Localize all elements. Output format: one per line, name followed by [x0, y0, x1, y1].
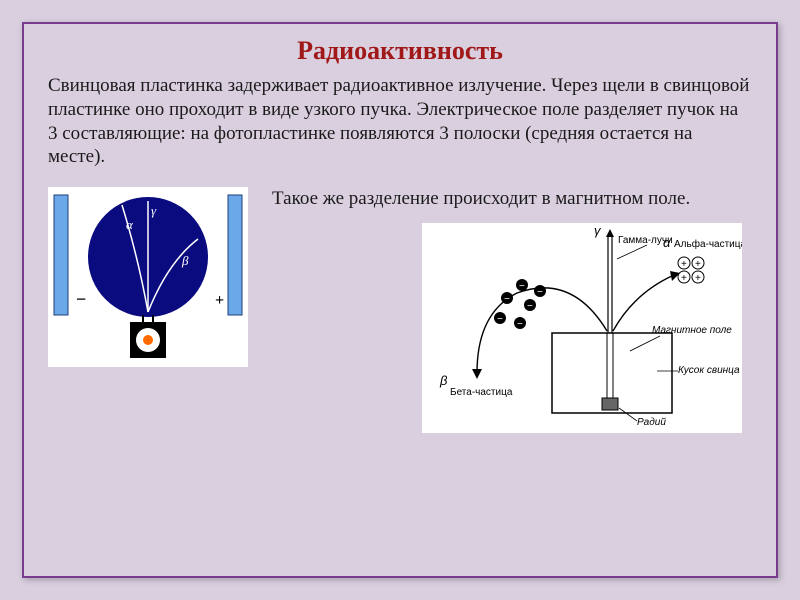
gamma-sym: γ	[594, 223, 602, 238]
right-plate	[228, 195, 242, 315]
radium-leader	[619, 408, 637, 421]
svg-text:−: −	[519, 281, 525, 292]
alpha-text: Альфа-частица	[674, 238, 742, 250]
gamma-label: γ	[151, 203, 157, 218]
beta-arrow	[472, 369, 482, 379]
gamma-arrow	[606, 229, 614, 237]
minus-sign: −	[76, 289, 86, 309]
figure-magnetic-field: + + + + − − −	[422, 223, 742, 433]
mag-field-text: Магнитное поле	[652, 325, 732, 336]
beta-minus-group: − − − − − −	[494, 279, 546, 330]
svg-text:−: −	[537, 287, 543, 298]
alpha-sym: α	[663, 235, 671, 250]
radium-sample	[602, 398, 618, 410]
paragraph-main: Свинцовая пластинка задерживает радиоакт…	[48, 74, 752, 169]
magnetic-field-svg: + + + + − − −	[422, 223, 742, 433]
gamma-leader	[617, 245, 647, 259]
alpha-plus-group: + + + +	[678, 257, 704, 284]
svg-text:−: −	[517, 319, 523, 330]
svg-text:+: +	[681, 273, 687, 284]
svg-text:+: +	[695, 259, 701, 270]
content-row: − + α γ β	[48, 187, 752, 433]
electric-field-svg: − + α γ β	[48, 187, 248, 367]
slide-frame: Радиоактивность Свинцовая пластинка заде…	[22, 22, 778, 578]
svg-text:+: +	[681, 259, 687, 270]
svg-text:−: −	[504, 294, 510, 305]
right-column: Такое же разделение происходит в магнитн…	[272, 187, 752, 433]
alpha-label: α	[126, 217, 134, 232]
svg-text:−: −	[497, 314, 503, 325]
beta-sym: β	[439, 373, 448, 388]
radium-text: Радий	[637, 417, 666, 428]
beta-path	[477, 288, 607, 373]
svg-text:+: +	[695, 273, 701, 284]
magfield-leader	[630, 336, 660, 351]
lead-text: Кусок свинца	[678, 365, 740, 376]
slide-title: Радиоактивность	[48, 36, 752, 66]
left-plate	[54, 195, 68, 315]
figure-electric-field: − + α γ β	[48, 187, 248, 367]
plus-sign: +	[215, 292, 224, 309]
alpha-path	[613, 275, 674, 331]
svg-text:−: −	[527, 301, 533, 312]
source-dot	[143, 335, 153, 345]
beta-label: β	[181, 253, 189, 268]
paragraph-magnetic: Такое же разделение происходит в магнитн…	[272, 187, 752, 211]
beta-text: Бета-частица	[450, 387, 513, 398]
